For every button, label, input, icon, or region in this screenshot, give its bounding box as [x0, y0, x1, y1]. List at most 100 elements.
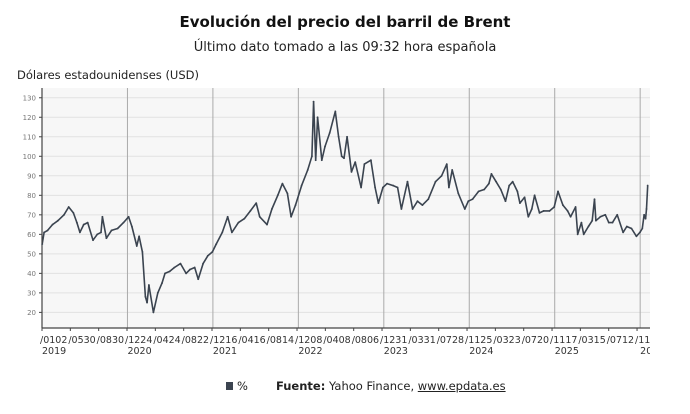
data-point — [593, 198, 596, 201]
data-point — [639, 231, 641, 234]
x-year-label: 2025 — [555, 346, 579, 357]
x-tick-label: /1224 — [125, 335, 152, 346]
data-point — [100, 231, 102, 234]
data-point — [630, 227, 633, 230]
data-point — [168, 270, 171, 273]
x-tick-label: /0424 — [153, 335, 180, 346]
data-point — [290, 215, 292, 218]
data-point — [276, 194, 279, 197]
data-point — [152, 311, 155, 314]
data-point — [354, 161, 357, 164]
data-point — [548, 210, 551, 212]
x-tick-label: /1216 — [210, 335, 237, 346]
y-tick-label: 50 — [27, 250, 36, 258]
data-point — [416, 200, 419, 203]
data-point — [337, 135, 340, 138]
data-point — [127, 215, 130, 218]
x-tick-label: /0806 — [352, 335, 379, 346]
data-point — [576, 233, 579, 236]
data-point — [477, 190, 480, 193]
data-point — [487, 182, 490, 185]
data-point — [185, 272, 187, 275]
data-point — [63, 213, 65, 216]
data-point — [504, 200, 507, 203]
data-point — [625, 225, 628, 228]
data-point — [148, 284, 150, 286]
data-point — [363, 163, 366, 165]
data-point — [645, 208, 648, 210]
data-point — [381, 186, 384, 189]
data-point — [164, 272, 166, 275]
data-point — [211, 251, 214, 253]
data-point — [580, 221, 583, 224]
data-point — [334, 110, 337, 113]
data-point — [67, 206, 70, 208]
data-point — [249, 210, 252, 212]
data-point — [105, 237, 108, 240]
data-point — [511, 180, 514, 183]
legend: % Fuente: Yahoo Finance, www.epdata.es — [226, 379, 506, 393]
legend-swatch — [226, 382, 233, 390]
data-point — [595, 219, 597, 222]
data-point — [360, 186, 363, 189]
x-year-label: 2023 — [384, 346, 408, 357]
data-point — [294, 204, 297, 206]
data-point — [46, 229, 49, 232]
data-point — [490, 172, 493, 175]
data-point — [237, 221, 240, 224]
data-point — [530, 208, 533, 210]
data-point — [538, 211, 541, 214]
data-point — [434, 180, 437, 183]
data-point — [533, 194, 536, 197]
source-link[interactable]: www.epdata.es — [417, 379, 506, 393]
chart-title: Evolución del precio del barril de Brent — [179, 13, 511, 31]
data-point — [271, 208, 273, 210]
x-tick-label: /0822 — [182, 335, 209, 346]
data-point — [215, 243, 218, 245]
data-point — [130, 225, 133, 228]
source-text: Yahoo Finance, — [328, 379, 418, 393]
data-point — [644, 217, 647, 220]
data-point — [101, 215, 104, 218]
data-point — [499, 188, 502, 191]
data-point — [230, 231, 233, 234]
x-tick-label: /0530 — [68, 335, 95, 346]
data-point — [591, 219, 594, 222]
plot-area — [42, 88, 650, 328]
data-point — [79, 231, 81, 234]
data-point — [221, 231, 224, 234]
data-point — [340, 155, 343, 158]
data-point — [440, 174, 443, 177]
legend-label: % — [237, 379, 248, 393]
data-point — [138, 235, 141, 238]
x-tick-label: /0323 — [493, 335, 520, 346]
data-point — [82, 223, 85, 226]
data-point — [566, 210, 569, 212]
data-point — [646, 184, 649, 187]
data-point — [179, 262, 182, 265]
data-point — [622, 231, 624, 234]
data-point — [312, 100, 315, 103]
data-point — [57, 219, 59, 222]
data-point — [641, 227, 644, 230]
data-point — [616, 213, 619, 216]
data-point — [350, 171, 353, 173]
data-point — [471, 198, 474, 201]
x-tick-label: /0728 — [437, 335, 464, 346]
data-point — [516, 190, 519, 193]
data-point — [328, 131, 331, 134]
data-point — [122, 221, 125, 224]
data-point — [508, 184, 511, 187]
data-point — [370, 159, 372, 162]
data-point — [281, 182, 284, 185]
data-point — [197, 278, 200, 281]
data-point — [314, 159, 317, 162]
x-year-label: 2026 — [640, 346, 664, 357]
data-point — [635, 235, 638, 238]
data-point — [193, 266, 196, 269]
data-point — [523, 196, 526, 199]
data-point — [146, 301, 148, 304]
x-tick-label: /11 — [635, 335, 650, 346]
data-point — [346, 135, 348, 138]
